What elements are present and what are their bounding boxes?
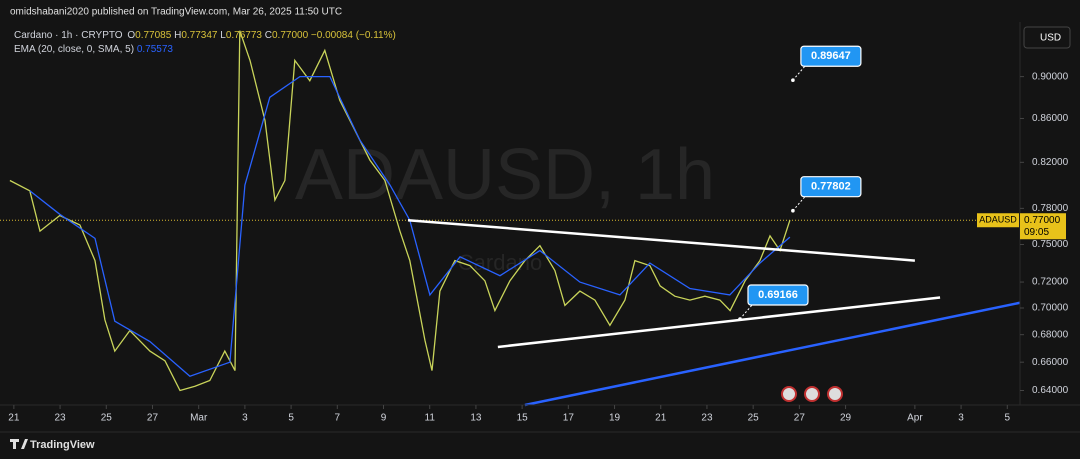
x-tick-label: 3 — [242, 413, 248, 424]
x-tick-label: 25 — [101, 413, 113, 424]
price-line — [9, 30, 791, 392]
x-tick-label: 15 — [517, 413, 529, 424]
callout-label: 0.77802 — [811, 181, 851, 193]
callout-box — [747, 284, 809, 306]
x-tick-label: 27 — [147, 413, 159, 424]
callout-point — [791, 208, 795, 213]
watermark: ADAUSD, 1h — [295, 135, 715, 215]
countdown-label: 09:05 — [1024, 227, 1049, 238]
y-tick-label: 0.78000 — [1032, 203, 1069, 214]
legend-main: Cardano · 1h · CRYPTO O0.77085 H0.77347 … — [14, 30, 396, 41]
callout-label: 0.89647 — [811, 50, 851, 62]
callout-pointer — [739, 304, 753, 320]
ohlc-value: 0.77347 — [181, 30, 218, 41]
y-tick-label: 0.86000 — [1032, 113, 1069, 124]
change: −0.00084 (−0.11%) — [311, 30, 396, 41]
ohlc-value: 0.76773 — [226, 30, 263, 41]
ema-value: 0.75573 — [137, 44, 174, 55]
x-tick-label: 13 — [470, 413, 482, 424]
callout-label: 0.69166 — [758, 289, 798, 301]
x-tick-label: 21 — [8, 413, 20, 424]
callout-pointer — [792, 65, 806, 81]
ohlc-label: C — [265, 30, 272, 41]
x-tick-label: 17 — [563, 413, 575, 424]
ohlc-label: L — [220, 30, 226, 41]
legend-symbol: Cardano · 1h · CRYPTO — [14, 30, 123, 41]
price-tag-label: 0.77000 — [1024, 215, 1061, 226]
event-flags[interactable] — [781, 386, 843, 402]
plot-area: 0.89647 0.77802 0.69166 — [0, 30, 1021, 407]
event-flag[interactable] — [804, 386, 820, 402]
price-line — [29, 75, 791, 377]
logo-icon — [10, 439, 28, 449]
ohlc-value: 0.77085 — [135, 30, 172, 41]
ohlc-value: 0.77000 — [272, 30, 309, 41]
y-tick-label: 0.75000 — [1032, 239, 1069, 250]
callout-box — [800, 176, 862, 198]
ema-name: EMA (20, close, 0, SMA, 5) — [14, 44, 134, 55]
x-tick-label: 5 — [288, 413, 294, 424]
event-flag[interactable] — [827, 386, 843, 402]
x-tick-label: 27 — [794, 413, 806, 424]
legend-ema: EMA (20, close, 0, SMA, 5) 0.75573 — [14, 44, 173, 55]
x-tick-label: 7 — [335, 413, 341, 424]
footer-logo: TradingView — [30, 439, 95, 451]
callout-pointer — [792, 196, 806, 212]
callout-point — [791, 78, 795, 83]
callout-box — [800, 45, 862, 67]
price-tag — [1020, 213, 1066, 240]
y-tick-label: 0.72000 — [1032, 277, 1069, 288]
x-tick-label: 21 — [655, 413, 667, 424]
ohlc-label: O — [127, 30, 135, 41]
y-tick-label: 0.64000 — [1032, 385, 1069, 396]
y-tick-label: 0.82000 — [1032, 157, 1069, 168]
x-tick-label: 11 — [425, 413, 436, 424]
event-flag[interactable] — [781, 386, 797, 402]
x-tick-label: 23 — [55, 413, 67, 424]
x-tick-label: 19 — [609, 413, 621, 424]
trend-line — [497, 296, 941, 349]
x-tick-label: 9 — [381, 413, 387, 424]
y-tick-label: 0.66000 — [1032, 357, 1069, 368]
y-tick-label: 0.70000 — [1032, 303, 1069, 314]
header: omidshabani2020 published on TradingView… — [10, 7, 342, 18]
symbol-tag-label: ADAUSD — [979, 215, 1017, 225]
symbol-tag — [977, 213, 1019, 228]
x-tick-label: 23 — [701, 413, 713, 424]
x-tick-label: 29 — [840, 413, 852, 424]
y-tick-label: 0.90000 — [1032, 71, 1069, 82]
x-tick-label: 3 — [958, 413, 964, 424]
x-tick-label: 5 — [1005, 413, 1011, 424]
y-tick-label: 0.68000 — [1032, 329, 1069, 340]
x-tick-label: Mar — [190, 413, 208, 424]
callout-point — [738, 317, 742, 321]
currency-label[interactable]: USD — [1040, 33, 1061, 44]
trend-line — [524, 301, 1021, 407]
x-tick-label: 25 — [748, 413, 760, 424]
ohlc-label: H — [174, 30, 181, 41]
currency-button[interactable] — [1023, 26, 1071, 49]
trend-line — [407, 218, 915, 262]
x-tick-label: Apr — [907, 413, 923, 424]
